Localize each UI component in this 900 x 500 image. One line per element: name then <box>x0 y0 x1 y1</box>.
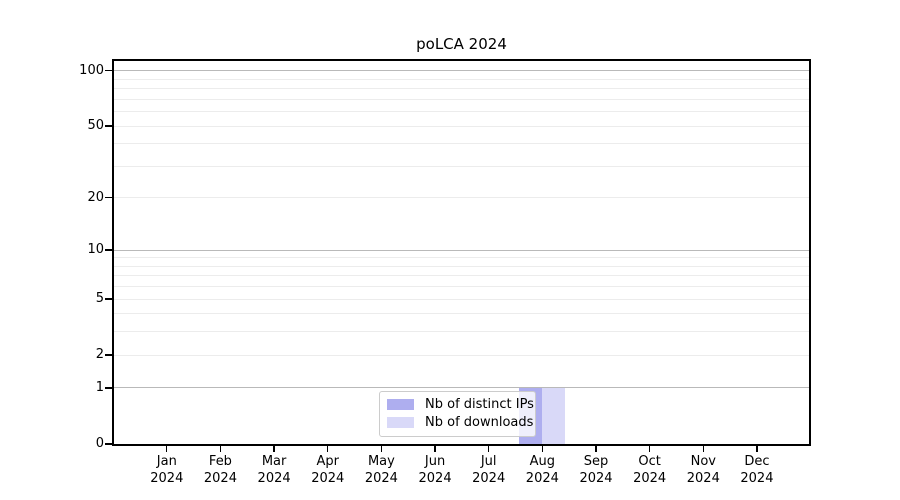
y-minor-gridline <box>114 354 809 356</box>
x-tick-label-apr: Apr 2024 <box>311 454 345 486</box>
x-tick <box>166 446 168 452</box>
y-minor-gridline <box>114 331 809 333</box>
legend: Nb of distinct IPs Nb of downloads <box>379 391 536 437</box>
x-tick-label-feb: Feb 2024 <box>203 454 237 486</box>
y-tick <box>105 125 112 127</box>
y-minor-gridline <box>114 125 809 127</box>
x-tick-label-jan: Jan 2024 <box>150 454 184 486</box>
y-tick <box>105 197 112 199</box>
x-tick <box>756 446 758 452</box>
x-tick <box>488 446 490 452</box>
y-tick-label: 1 <box>95 379 104 395</box>
x-tick-label-sep: Sep 2024 <box>579 454 613 486</box>
y-major-gridline <box>114 387 809 389</box>
y-minor-gridline <box>114 313 809 315</box>
bar-nb-of-downloads-aug-2024 <box>542 387 566 444</box>
x-tick-label-dec: Dec 2024 <box>740 454 774 486</box>
x-tick <box>327 446 329 452</box>
x-tick <box>541 446 544 452</box>
chart-title: poLCA 2024 <box>416 35 507 53</box>
x-tick <box>434 446 436 452</box>
y-tick-label: 50 <box>87 118 104 134</box>
legend-item-distinct-ips: Nb of distinct IPs <box>387 397 534 412</box>
y-tick <box>105 249 112 251</box>
x-tick-label-aug: Aug 2024 <box>525 454 559 486</box>
y-minor-gridline <box>114 257 809 259</box>
y-major-gridline <box>114 249 809 251</box>
y-minor-gridline <box>114 165 809 167</box>
y-minor-gridline <box>114 111 809 113</box>
x-tick-label-mar: Mar 2024 <box>257 454 291 486</box>
y-minor-gridline <box>114 98 809 100</box>
legend-swatch-distinct-ips <box>387 399 414 410</box>
y-minor-gridline <box>114 88 809 90</box>
y-major-gridline <box>114 70 809 72</box>
x-tick-label-oct: Oct 2024 <box>633 454 667 486</box>
x-tick <box>380 446 383 452</box>
y-tick-label: 20 <box>87 189 104 205</box>
y-tick-label: 5 <box>95 291 104 307</box>
y-minor-gridline <box>114 275 809 277</box>
legend-label-distinct-ips: Nb of distinct IPs <box>425 397 534 412</box>
y-tick-label: 0 <box>95 436 104 451</box>
y-tick <box>105 443 112 445</box>
legend-swatch-downloads <box>387 417 414 428</box>
y-tick <box>105 354 112 356</box>
legend-item-downloads: Nb of downloads <box>387 415 533 430</box>
y-minor-gridline <box>114 78 809 80</box>
y-tick-label: 10 <box>87 242 104 258</box>
y-tick <box>105 387 112 389</box>
y-tick-label: 100 <box>79 62 104 78</box>
y-minor-gridline <box>114 298 809 300</box>
x-tick-label-nov: Nov 2024 <box>686 454 720 486</box>
x-tick <box>273 446 275 452</box>
x-tick <box>219 446 222 452</box>
y-minor-gridline <box>114 265 809 267</box>
y-tick <box>105 70 112 72</box>
y-minor-gridline <box>114 286 809 288</box>
y-minor-gridline <box>114 143 809 145</box>
x-tick-label-jul: Jul 2024 <box>472 454 506 486</box>
y-tick-label: 2 <box>95 347 104 363</box>
x-tick <box>595 446 597 452</box>
y-minor-gridline <box>114 197 809 199</box>
x-tick <box>648 446 651 452</box>
y-tick <box>105 298 112 300</box>
x-tick <box>702 446 704 452</box>
x-tick-label-jun: Jun 2024 <box>418 454 452 486</box>
legend-label-downloads: Nb of downloads <box>425 415 534 430</box>
x-tick-label-may: May 2024 <box>364 454 398 486</box>
